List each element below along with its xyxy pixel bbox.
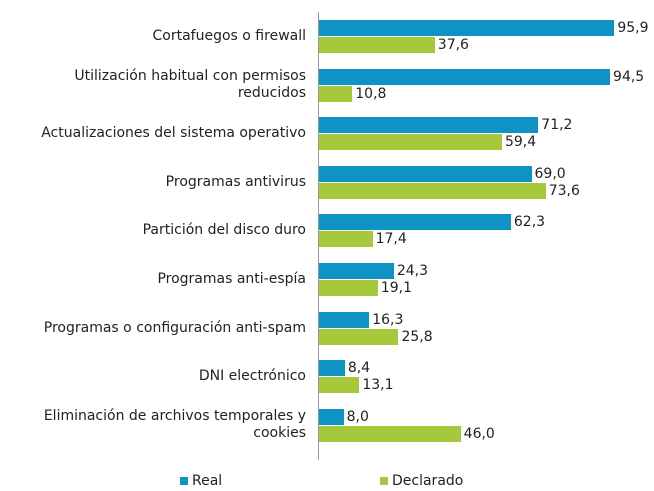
data-label: 62,3: [513, 214, 546, 231]
bar: [319, 360, 345, 377]
category-label: Programas anti-espía: [157, 271, 306, 287]
data-label: 13,1: [362, 377, 394, 394]
legend-label: Declarado: [392, 473, 464, 489]
bar: [319, 165, 532, 182]
data-label: 24,3: [396, 263, 429, 279]
category-axis: [318, 12, 319, 460]
bar: [319, 134, 502, 151]
bar: [319, 85, 353, 102]
bar: [319, 182, 546, 199]
data-label: 37,6: [437, 37, 469, 53]
bar: [319, 311, 370, 328]
data-label: 59,4: [504, 134, 537, 151]
bar: [319, 20, 615, 36]
bar: [319, 263, 394, 279]
data-label: 8,4: [347, 360, 371, 377]
bar: [319, 280, 378, 296]
bar: [319, 408, 344, 425]
bar: [319, 425, 461, 442]
category-label: Cortafuegos o firewall: [152, 28, 306, 44]
bar: [319, 231, 373, 248]
data-label: 73,6: [548, 182, 580, 199]
category-label: Actualizaciones del sistema operativo: [41, 125, 306, 142]
data-label: 19,1: [380, 280, 412, 296]
category-label: Utilización habitual con permisos reduci…: [74, 68, 306, 102]
data-label: 8,0: [346, 408, 369, 425]
bar: [319, 377, 360, 394]
bar: [319, 328, 399, 345]
category-label: Programas o configuración anti-spam: [43, 319, 306, 336]
data-label: 46,0: [463, 425, 495, 442]
category-label: DNI electrónico: [198, 368, 306, 385]
bar: [319, 37, 435, 53]
category-label: Programas antivirus: [165, 173, 306, 190]
bar: [319, 68, 611, 85]
data-label: 71,2: [541, 117, 573, 134]
legend-label: Real: [192, 473, 223, 489]
data-label: 17,4: [375, 231, 407, 248]
category-label: Partición del disco duro: [142, 222, 306, 239]
data-label: 10,8: [355, 85, 387, 102]
legend-swatch: [180, 477, 188, 485]
data-label: 16,3: [372, 311, 404, 328]
data-label: 95,9: [617, 20, 649, 36]
data-label: 69,0: [534, 165, 566, 182]
bar: [319, 117, 539, 134]
data-label: 94,5: [613, 68, 645, 85]
category-label: Eliminación de archivos temporales y coo…: [43, 408, 306, 442]
legend-swatch: [380, 477, 388, 485]
data-label: 25,8: [401, 328, 433, 345]
bar: [319, 214, 511, 231]
